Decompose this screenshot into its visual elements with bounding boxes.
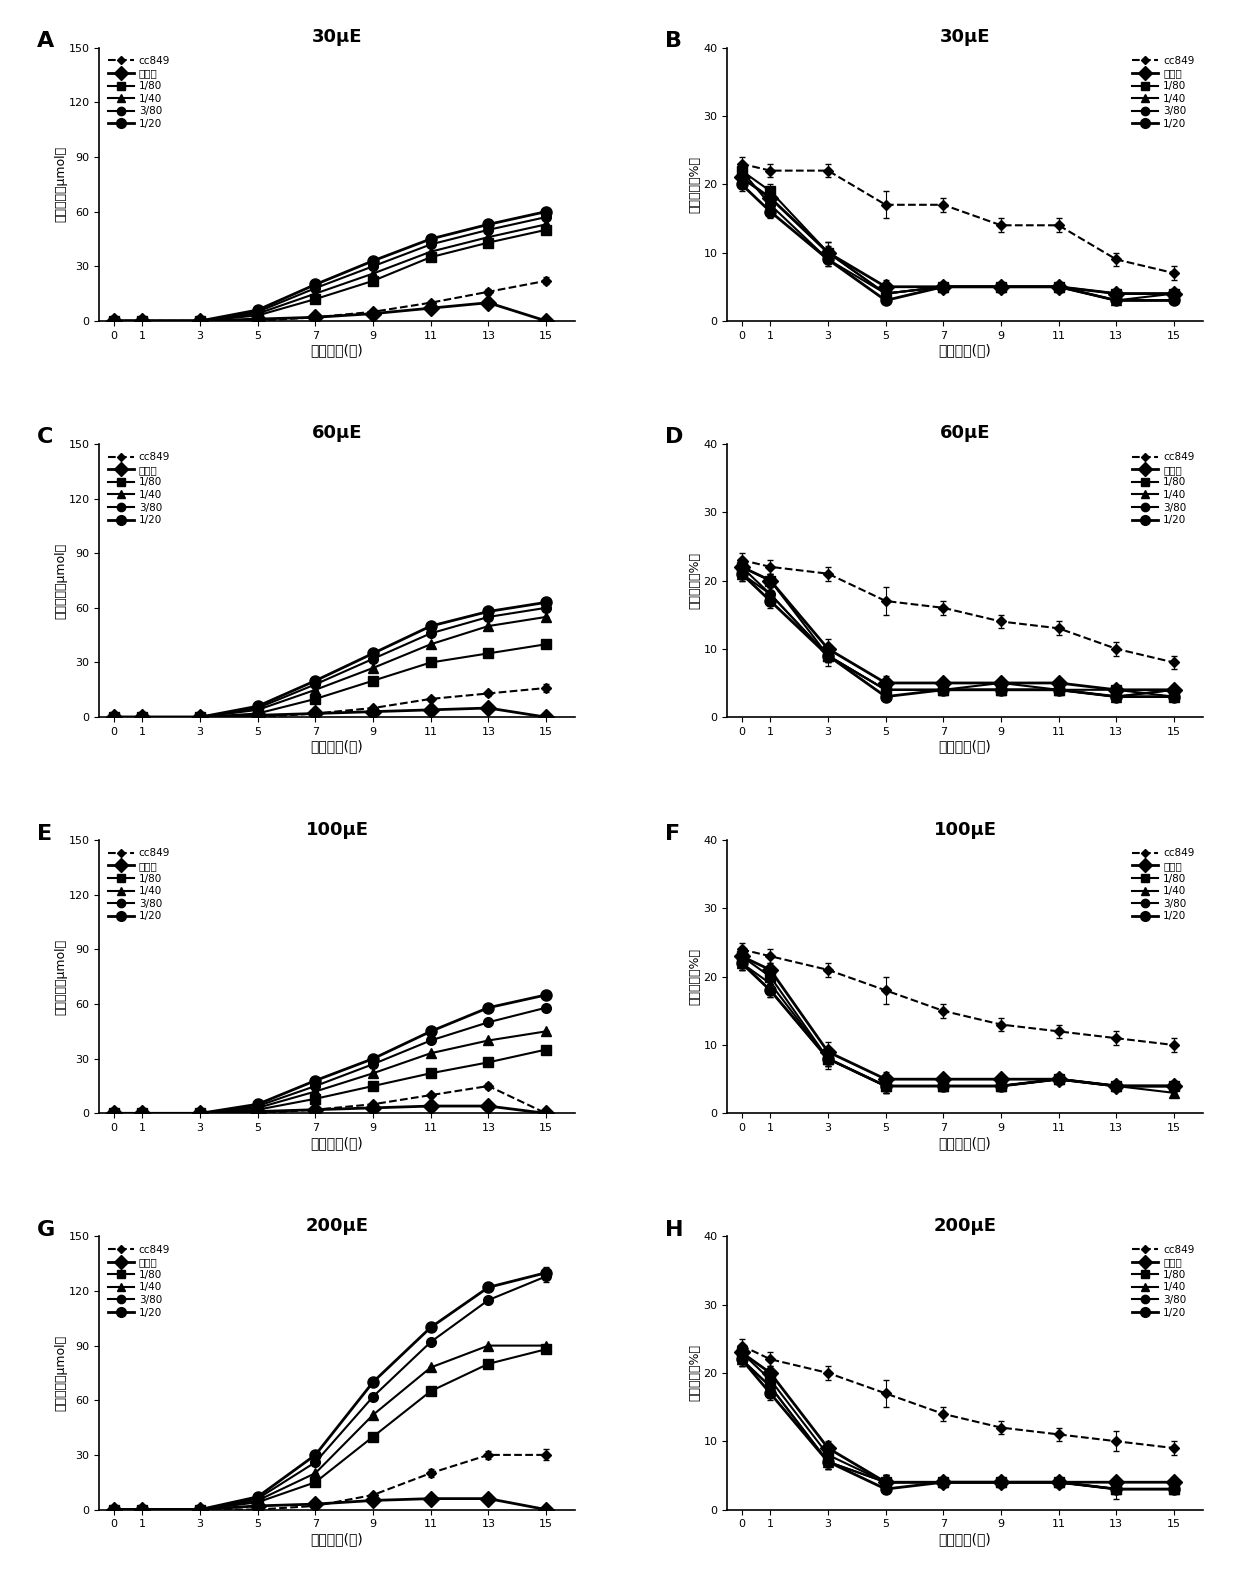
Text: A: A [37,32,55,51]
X-axis label: 培山时间(天): 培山时间(天) [939,1136,991,1150]
X-axis label: 培山时间(天): 培山时间(天) [311,1532,363,1546]
Y-axis label: 氢气占量（%）: 氢气占量（%） [689,156,702,213]
Legend: cc849, 固氯菌, 1/80, 1/40, 3/80, 1/20: cc849, 固氯菌, 1/80, 1/40, 3/80, 1/20 [104,845,174,925]
Legend: cc849, 固氯菌, 1/80, 1/40, 3/80, 1/20: cc849, 固氯菌, 1/80, 1/40, 3/80, 1/20 [1128,52,1198,132]
Y-axis label: 氢气产量（μmol）: 氢气产量（μmol） [55,939,67,1015]
Y-axis label: 氢气产量（μmol）: 氢气产量（μmol） [55,542,67,618]
X-axis label: 培山时间(天): 培山时间(天) [311,1136,363,1150]
Text: C: C [37,427,53,448]
Title: 60μE: 60μE [311,424,362,442]
X-axis label: 培山时间(天): 培山时间(天) [939,739,991,753]
Text: B: B [666,32,682,51]
Text: H: H [666,1220,683,1239]
Y-axis label: 氢气占量（%）: 氢气占量（%） [689,1344,702,1401]
Text: F: F [666,823,681,844]
Y-axis label: 氢气产量（μmol）: 氢气产量（μmol） [55,1335,67,1411]
X-axis label: 培山时间(天): 培山时间(天) [939,1532,991,1546]
X-axis label: 培山时间(天): 培山时间(天) [939,343,991,358]
Legend: cc849, 固氯菌, 1/80, 1/40, 3/80, 1/20: cc849, 固氯菌, 1/80, 1/40, 3/80, 1/20 [1128,1241,1198,1320]
Text: E: E [37,823,52,844]
Y-axis label: 氢气占量（%）: 氢气占量（%） [689,551,702,609]
Title: 200μE: 200μE [934,1217,997,1235]
Y-axis label: 氢气产量（μmol）: 氢气产量（μmol） [55,146,67,222]
Title: 30μE: 30μE [311,29,362,46]
Text: G: G [37,1220,56,1239]
X-axis label: 培山时间(天): 培山时间(天) [311,343,363,358]
Title: 100μE: 100μE [305,820,368,839]
X-axis label: 培山时间(天): 培山时间(天) [311,739,363,753]
Legend: cc849, 固氯菌, 1/80, 1/40, 3/80, 1/20: cc849, 固氯菌, 1/80, 1/40, 3/80, 1/20 [104,450,174,529]
Title: 200μE: 200μE [305,1217,368,1235]
Title: 60μE: 60μE [940,424,991,442]
Legend: cc849, 固氯菌, 1/80, 1/40, 3/80, 1/20: cc849, 固氯菌, 1/80, 1/40, 3/80, 1/20 [1128,845,1198,925]
Text: D: D [666,427,683,448]
Title: 100μE: 100μE [934,820,997,839]
Y-axis label: 氢气占量（%）: 氢气占量（%） [689,949,702,1006]
Legend: cc849, 固氯菌, 1/80, 1/40, 3/80, 1/20: cc849, 固氯菌, 1/80, 1/40, 3/80, 1/20 [1128,450,1198,529]
Legend: cc849, 固氯菌, 1/80, 1/40, 3/80, 1/20: cc849, 固氯菌, 1/80, 1/40, 3/80, 1/20 [104,1241,174,1320]
Title: 30μE: 30μE [940,29,991,46]
Legend: cc849, 固氯菌, 1/80, 1/40, 3/80, 1/20: cc849, 固氯菌, 1/80, 1/40, 3/80, 1/20 [104,52,174,132]
